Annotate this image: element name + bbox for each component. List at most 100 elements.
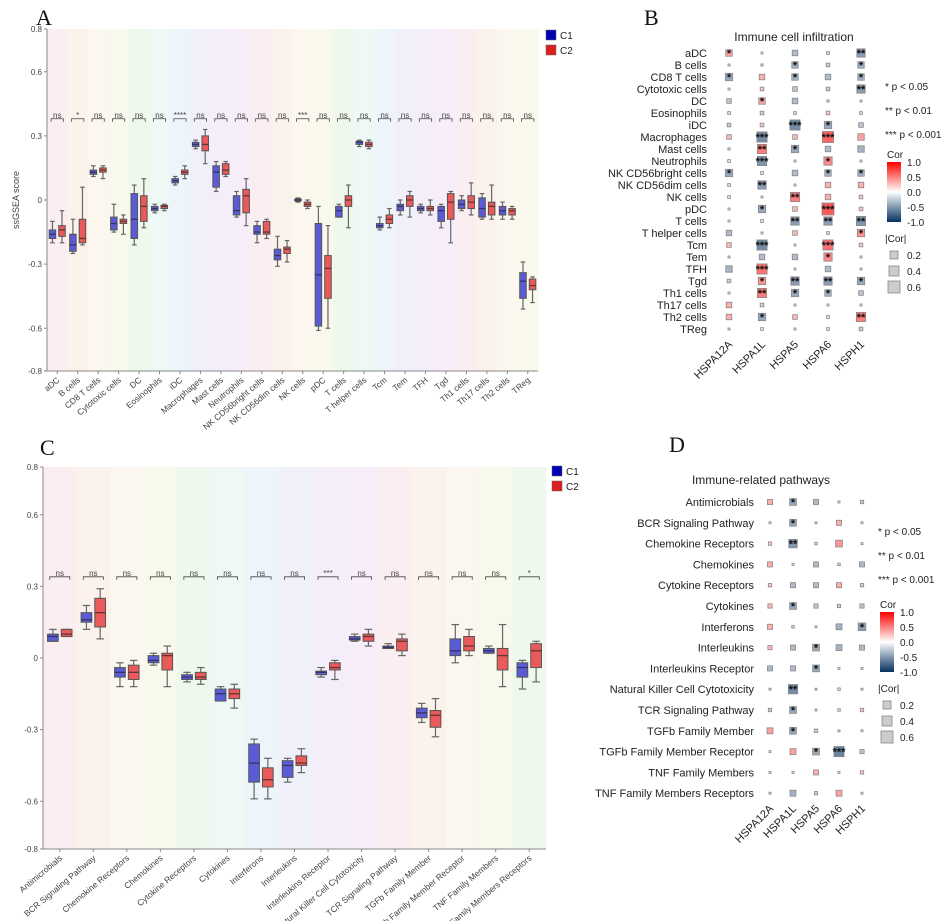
panel-d-row-label: Interferons — [701, 622, 754, 634]
panel-d-row-label: Antimicrobials — [686, 497, 755, 509]
panel-b-cell-star: ** — [791, 216, 800, 228]
panel-d-cell — [788, 538, 798, 549]
panel-b-col-label: HSPA1L — [730, 339, 768, 377]
panel-b-cell — [791, 253, 799, 261]
panel-d-row-label: Interleukins — [698, 643, 755, 655]
panel-b-cell — [760, 231, 764, 235]
panel-a-sig-bracket — [132, 118, 146, 122]
panel-d-cell-star: * — [814, 747, 819, 759]
panel-b-row-label: iDC — [689, 120, 707, 132]
panel-a-legend-swatch-c1 — [545, 29, 557, 41]
panel-d-size-legend-swatch — [881, 715, 893, 727]
panel-c-band — [311, 467, 346, 849]
panel-b-cell-star: ** — [857, 84, 866, 96]
panel-b-cell — [826, 231, 830, 235]
panel-a-box-c1 — [478, 197, 486, 218]
panel-a-sig-bracket — [152, 118, 167, 122]
panel-b-cell-star: * — [826, 156, 831, 168]
panel-b-cell — [793, 111, 797, 115]
panel-a-sig-label: ns — [53, 111, 61, 120]
panel-b-cell — [793, 159, 797, 163]
panel-d-heatmap: Immune-related pathways Antimicrobials * BC… — [595, 473, 935, 846]
panel-d-cell — [814, 521, 818, 525]
panel-c-sig-label: ns — [156, 569, 164, 578]
panel-c-box-c2 — [496, 647, 509, 671]
panel-c-y-tick-label: 0 — [34, 654, 39, 663]
panel-b-cell — [727, 159, 731, 163]
panel-d-cell — [812, 747, 820, 756]
panel-a-band — [251, 29, 273, 371]
panel-d-cell-star: * — [814, 663, 819, 675]
panel-label-d: D — [669, 432, 685, 457]
panel-b-row-label: Macrophages — [640, 132, 707, 144]
panel-d-cell — [859, 583, 865, 588]
panel-c-sig-bracket — [149, 576, 171, 580]
panel-b-cell — [757, 276, 767, 286]
panel-b-cell-star: * — [760, 96, 765, 108]
panel-d-cell — [860, 791, 864, 795]
panel-a-sig-label: ns — [339, 111, 347, 120]
panel-c-box-c1 — [214, 688, 227, 702]
panel-a-sig-label: ns — [237, 111, 245, 120]
panel-b-cell-star: * — [760, 276, 765, 288]
panel-a-sig-label: ns — [421, 111, 429, 120]
panel-b-cell-star: ** — [791, 192, 800, 204]
panel-d-cell — [813, 769, 819, 776]
panel-c-sig-bracket — [49, 576, 71, 580]
panel-b-cell-star: * — [859, 276, 864, 288]
panel-b-cell — [727, 207, 731, 211]
panel-b-cell — [727, 327, 731, 331]
panel-b-cell — [792, 206, 798, 212]
panel-b-cell — [727, 87, 731, 91]
panel-b-cell — [793, 243, 797, 247]
panel-d-cell — [837, 771, 841, 774]
panel-a-box-c2 — [283, 246, 291, 254]
panel-d-cell — [813, 499, 819, 505]
panel-b-cell-star: *** — [822, 240, 836, 252]
panel-d-cell — [787, 684, 799, 695]
panel-d-cell — [767, 623, 773, 630]
panel-b-cell-star: * — [727, 72, 732, 84]
panel-d-cell-star: * — [791, 497, 796, 509]
panel-d-cell — [789, 727, 797, 735]
panel-d-cell — [789, 602, 797, 610]
panel-d-cell — [812, 643, 820, 652]
panel-d-cell-star: * — [860, 622, 865, 634]
panel-c-sig-label: * — [528, 569, 531, 578]
panel-b-cell — [724, 168, 734, 178]
panel-a-sig-bracket — [296, 118, 310, 122]
panel-b-cell — [825, 62, 831, 68]
panel-c-band — [210, 467, 245, 849]
panel-c-sig-label: ns — [357, 569, 365, 578]
panel-a-sig-label: ns — [135, 111, 143, 120]
panel-b-cell — [791, 169, 799, 177]
panel-d-cell — [767, 645, 773, 651]
panel-c-legend-label-c2: C2 — [566, 482, 579, 493]
panel-b-cell — [859, 99, 863, 103]
panel-d-cell — [837, 667, 841, 670]
panel-d-cell — [790, 582, 796, 589]
panel-c-sig-bracket — [384, 576, 406, 580]
panel-b-cell-star: * — [859, 72, 864, 84]
panel-d-cell — [814, 541, 818, 546]
panel-d-cell — [789, 498, 797, 506]
panel-d-cell — [789, 789, 797, 797]
panel-b-cell-star: ** — [758, 180, 767, 192]
panel-c-box-c2 — [261, 767, 274, 788]
panel-d-cell — [859, 749, 865, 755]
panel-b-row-label: DC — [691, 96, 707, 108]
panel-b-cell — [725, 265, 733, 273]
panel-d-cell — [833, 746, 845, 758]
panel-c-sig-bracket — [284, 576, 305, 580]
panel-b-cell — [859, 267, 863, 271]
panel-d-cell — [836, 603, 842, 609]
panel-b-cell — [791, 61, 799, 69]
panel-c-legend-swatch-c1 — [551, 465, 563, 477]
panel-b-cell — [822, 131, 834, 143]
panel-a-y-tick-label: -0.8 — [28, 367, 42, 376]
panel-b-cell-star: * — [793, 144, 798, 156]
panel-a-band — [108, 29, 130, 371]
panel-c-sig-label: ns — [424, 569, 432, 578]
panel-b-cell — [725, 313, 733, 321]
